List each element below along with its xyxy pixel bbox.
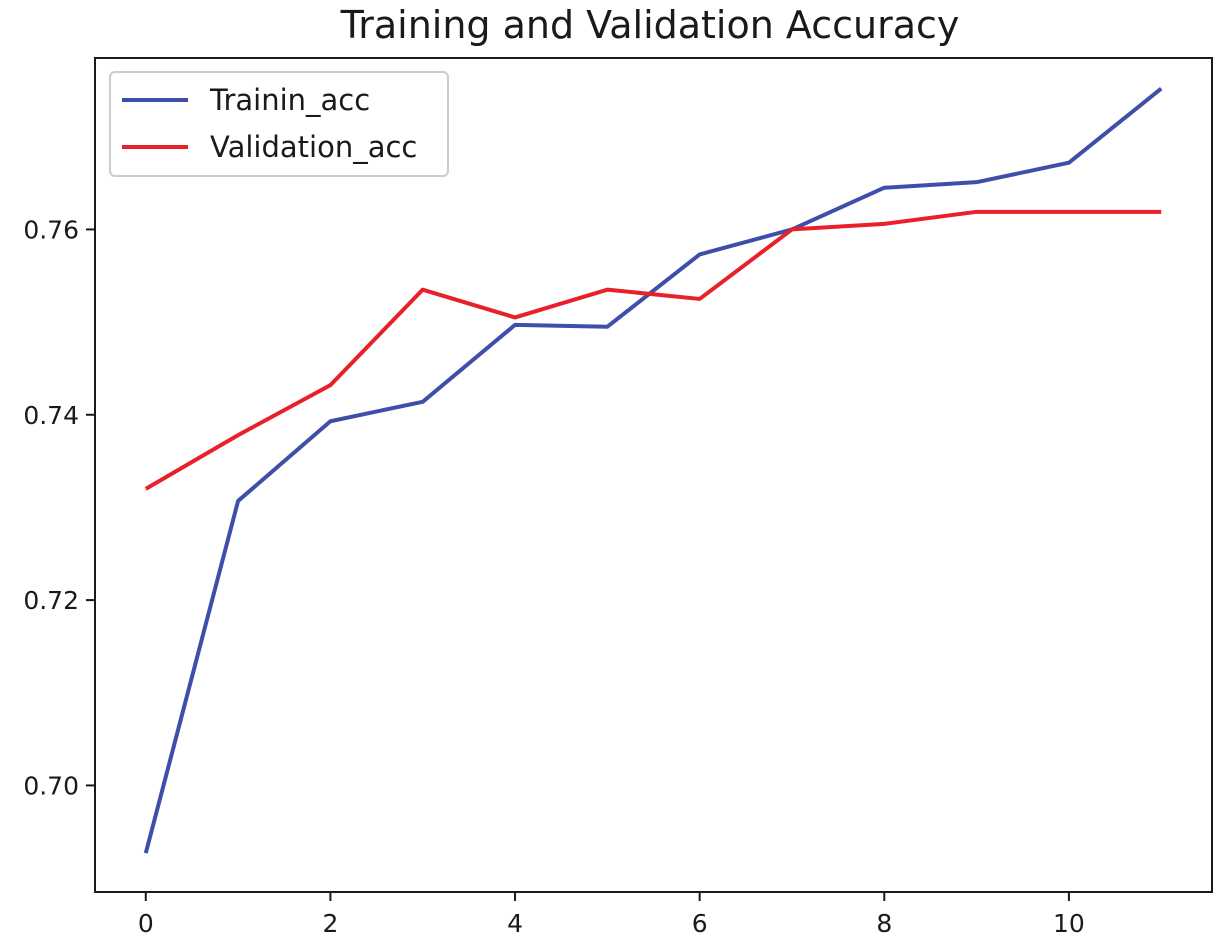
plot-area: 0 2 4 6 8 10 0.70 0.72 0.74 0.76 <box>23 57 1213 938</box>
legend-label: Trainin_acc <box>209 83 370 117</box>
x-tick-label: 0 <box>138 909 154 938</box>
legend-box <box>109 71 449 177</box>
y-tick-label: 0.74 <box>23 401 79 430</box>
x-tick-label: 10 <box>1053 909 1085 938</box>
y-tick-label: 0.76 <box>23 215 79 244</box>
axes-frame <box>94 57 1213 893</box>
x-tick-label: 6 <box>692 909 708 938</box>
legend: Trainin_acc Validation_acc <box>109 71 449 177</box>
x-tick-label: 2 <box>322 909 338 938</box>
x-tick-label: 8 <box>876 909 892 938</box>
y-tick-label: 0.72 <box>23 586 79 615</box>
y-tick-label: 0.70 <box>23 771 79 800</box>
legend-label: Validation_acc <box>210 130 417 164</box>
series-line-training <box>143 87 1163 854</box>
series-line-validation <box>144 209 1162 491</box>
chart-title: Training and Validation Accuracy <box>340 3 960 47</box>
x-tick-label: 4 <box>507 909 523 938</box>
